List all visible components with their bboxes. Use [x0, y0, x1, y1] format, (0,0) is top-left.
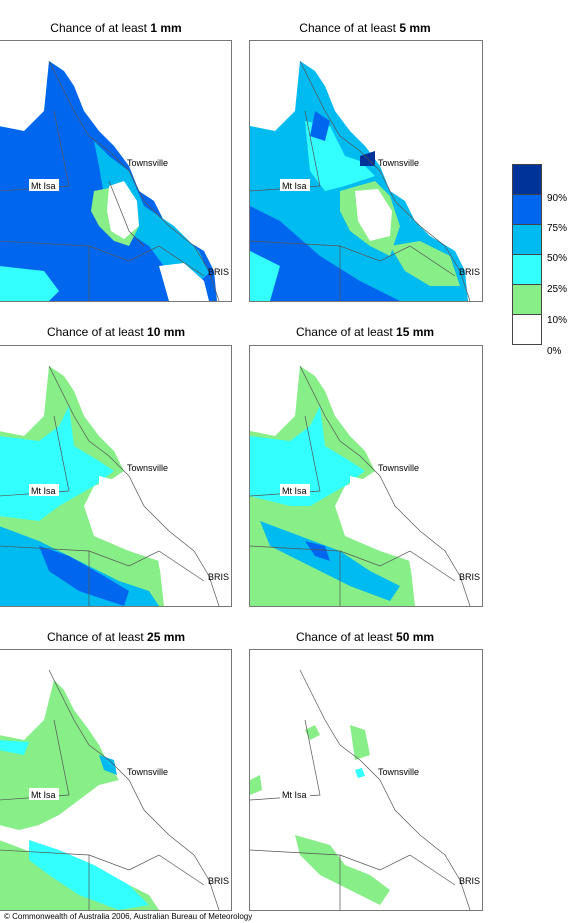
legend-label-50: 50% [547, 253, 568, 264]
mt-isa-label: Mt Isa [31, 181, 56, 191]
panel-title-10mm: Chance of at least 10 mm [0, 325, 232, 339]
title-amount: 10 mm [147, 325, 186, 339]
townsville-label: Townsville [127, 158, 168, 168]
mt-isa-label: Mt Isa [31, 790, 56, 800]
map-1mm-svg: Townsville Mt Isa BRIS [0, 41, 231, 301]
map-1mm: Townsville Mt Isa BRIS [0, 40, 232, 302]
map-15mm-svg: Townsville Mt Isa BRIS [250, 346, 482, 606]
townsville-label: Townsville [127, 767, 168, 777]
title-prefix: Chance of at least [295, 630, 397, 644]
title-amount: 5 mm [399, 21, 431, 35]
map-50mm: Townsville Mt Isa BRIS [249, 649, 483, 911]
legend-swatch-75 [512, 194, 542, 225]
legend-swatch-0 [512, 314, 542, 345]
legend-swatch-90 [512, 164, 542, 195]
legend-label-90: 90% [547, 193, 568, 204]
panel-title-25mm: Chance of at least 25 mm [0, 630, 232, 644]
bris-label: BRIS [459, 267, 480, 277]
legend-label-25: 25% [547, 284, 568, 295]
title-amount: 15 mm [396, 325, 435, 339]
panel-title-5mm: Chance of at least 5 mm [249, 21, 481, 35]
townsville-label: Townsville [378, 158, 419, 168]
title-amount: 25 mm [147, 630, 186, 644]
title-prefix: Chance of at least [295, 325, 397, 339]
copyright-footer: © Commonwealth of Australia 2006, Austra… [4, 912, 253, 921]
title-prefix: Chance of at least [46, 630, 148, 644]
mt-isa-label: Mt Isa [31, 486, 56, 496]
legend-swatch-10 [512, 284, 542, 315]
bris-label: BRIS [208, 267, 229, 277]
townsville-label: Townsville [378, 767, 419, 777]
legend-swatch-25 [512, 254, 542, 285]
mt-isa-label: Mt Isa [282, 790, 307, 800]
legend-label-0: 0% [547, 346, 562, 357]
map-25mm: Townsville Mt Isa BRIS [0, 649, 232, 911]
bris-label: BRIS [459, 876, 480, 886]
mt-isa-label: Mt Isa [282, 486, 307, 496]
legend-label-75: 75% [547, 223, 568, 234]
mt-isa-label: Mt Isa [282, 181, 307, 191]
map-5mm-svg: Townsville Mt Isa BRIS [250, 41, 482, 301]
map-10mm: Townsville Mt Isa BRIS [0, 345, 232, 607]
title-amount: 1 mm [150, 21, 182, 35]
map-10mm-svg: Townsville Mt Isa BRIS [0, 346, 231, 606]
bris-label: BRIS [208, 876, 229, 886]
bris-label: BRIS [208, 572, 229, 582]
map-50mm-svg: Townsville Mt Isa BRIS [250, 650, 482, 910]
title-amount: 50 mm [396, 630, 435, 644]
title-prefix: Chance of at least [46, 325, 148, 339]
map-25mm-svg: Townsville Mt Isa BRIS [0, 650, 231, 910]
panel-title-15mm: Chance of at least 15 mm [249, 325, 481, 339]
map-5mm: Townsville Mt Isa BRIS [249, 40, 483, 302]
legend-swatch-50 [512, 224, 542, 255]
legend [512, 164, 542, 345]
title-prefix: Chance of at least [50, 21, 151, 35]
panel-title-50mm: Chance of at least 50 mm [249, 630, 481, 644]
panel-title-1mm: Chance of at least 1 mm [0, 21, 232, 35]
map-15mm: Townsville Mt Isa BRIS [249, 345, 483, 607]
legend-label-10: 10% [547, 315, 568, 326]
title-prefix: Chance of at least [299, 21, 400, 35]
townsville-label: Townsville [127, 463, 168, 473]
bris-label: BRIS [459, 572, 480, 582]
townsville-label: Townsville [378, 463, 419, 473]
